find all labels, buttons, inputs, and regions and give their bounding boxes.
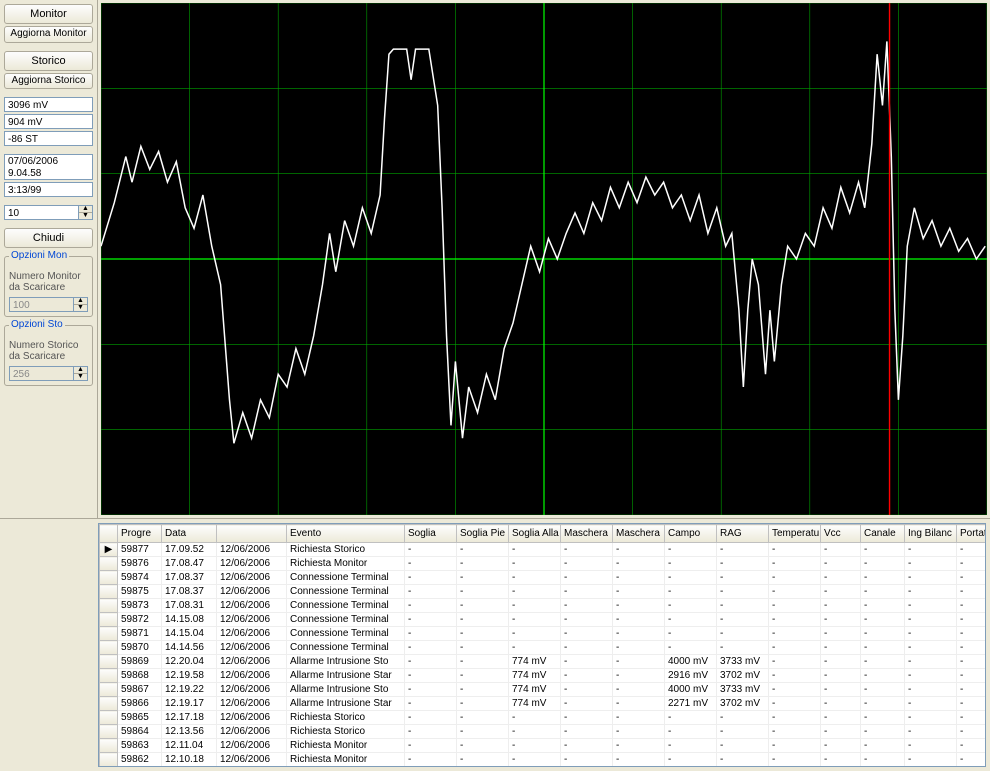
- readout-v2: 904 mV: [4, 114, 93, 129]
- table-row[interactable]: 5986212.10.1812/06/2006Richiesta Monitor…: [100, 753, 987, 767]
- opzioni-sto-legend: Opzioni Sto: [9, 319, 65, 330]
- column-header[interactable]: Maschera: [561, 525, 613, 543]
- opzioni-sto-spin-buttons[interactable]: ▲▼: [74, 366, 88, 381]
- bottom-pane: ProgreData EventoSogliaSoglia PieSoglia A…: [0, 518, 990, 771]
- opzioni-mon-value: 100: [9, 297, 74, 312]
- sidebar: Monitor Aggiorna Monitor Storico Aggiorn…: [0, 0, 98, 518]
- app-root: Monitor Aggiorna Monitor Storico Aggiorn…: [0, 0, 990, 771]
- opzioni-mon-group: Opzioni Mon Numero Monitor da Scaricare …: [4, 256, 93, 317]
- top-pane: Monitor Aggiorna Monitor Storico Aggiorn…: [0, 0, 990, 518]
- table-row[interactable]: 5986512.17.1812/06/2006Richiesta Storico…: [100, 711, 987, 725]
- aggiorna-monitor-button[interactable]: Aggiorna Monitor: [4, 26, 93, 43]
- opzioni-sto-value: 256: [9, 366, 74, 381]
- table-row[interactable]: 5986612.19.1712/06/2006Allarme Intrusion…: [100, 697, 987, 711]
- spinner-control[interactable]: 10 ▲▼: [4, 205, 93, 220]
- column-header[interactable]: RAG: [717, 525, 769, 543]
- readout-v3: -86 ST: [4, 131, 93, 146]
- spinner-value[interactable]: 10: [4, 205, 79, 220]
- table-row[interactable]: 5986912.20.0412/06/2006Allarme Intrusion…: [100, 655, 987, 669]
- column-header[interactable]: Evento: [287, 525, 405, 543]
- table-row[interactable]: 5986712.19.2212/06/2006Allarme Intrusion…: [100, 683, 987, 697]
- opzioni-mon-legend: Opzioni Mon: [9, 250, 69, 261]
- opzioni-mon-label: Numero Monitor da Scaricare: [9, 271, 88, 293]
- column-header[interactable]: Portata: [957, 525, 987, 543]
- table-row[interactable]: 5987317.08.3112/06/2006Connessione Termi…: [100, 599, 987, 613]
- spinner-buttons[interactable]: ▲▼: [79, 205, 93, 220]
- column-header[interactable]: Temperatu: [769, 525, 821, 543]
- table-row[interactable]: 5987517.08.3712/06/2006Connessione Termi…: [100, 585, 987, 599]
- opzioni-mon-spin-buttons[interactable]: ▲▼: [74, 297, 88, 312]
- opzioni-sto-group: Opzioni Sto Numero Storico da Scaricare …: [4, 325, 93, 386]
- column-header[interactable]: Maschera: [613, 525, 665, 543]
- table-row[interactable]: ▶5987717.09.5212/06/2006Richiesta Storic…: [100, 543, 987, 557]
- column-header[interactable]: [100, 525, 118, 543]
- column-header[interactable]: Soglia Alla: [509, 525, 561, 543]
- column-header[interactable]: Progre: [118, 525, 162, 543]
- table-row[interactable]: 5987014.14.5612/06/2006Connessione Termi…: [100, 641, 987, 655]
- table-row[interactable]: 5986312.11.0412/06/2006Richiesta Monitor…: [100, 739, 987, 753]
- column-header[interactable]: Canale: [861, 525, 905, 543]
- readout-datetime: 07/06/20069.04.58: [4, 154, 93, 180]
- column-header[interactable]: Vcc: [821, 525, 861, 543]
- spinner-down-icon[interactable]: ▼: [79, 213, 92, 219]
- opzioni-sto-label: Numero Storico da Scaricare: [9, 340, 88, 362]
- table-row[interactable]: 5986812.19.5812/06/2006Allarme Intrusion…: [100, 669, 987, 683]
- table-row[interactable]: 5987114.15.0412/06/2006Connessione Termi…: [100, 627, 987, 641]
- opzioni-sto-spinner[interactable]: 256 ▲▼: [9, 366, 88, 381]
- chiudi-button[interactable]: Chiudi: [4, 228, 93, 248]
- spinner-down-icon[interactable]: ▼: [74, 374, 87, 380]
- oscilloscope-plot[interactable]: [101, 3, 987, 515]
- events-grid[interactable]: ProgreData EventoSogliaSoglia PieSoglia A…: [98, 523, 986, 767]
- table-row[interactable]: 5986412.13.5612/06/2006Richiesta Storico…: [100, 725, 987, 739]
- table-row[interactable]: 5987214.15.0812/06/2006Connessione Termi…: [100, 613, 987, 627]
- readout-extra: 3:13/99: [4, 182, 93, 197]
- column-header[interactable]: Ing Bilanc: [905, 525, 957, 543]
- spinner-down-icon[interactable]: ▼: [74, 305, 87, 311]
- table-row[interactable]: 5987417.08.3712/06/2006Connessione Termi…: [100, 571, 987, 585]
- plot-container: [98, 0, 990, 518]
- readout-v1: 3096 mV: [4, 97, 93, 112]
- table-row[interactable]: 5986112.08.3812/06/2006Standby Stop-----…: [100, 767, 987, 768]
- opzioni-mon-spinner[interactable]: 100 ▲▼: [9, 297, 88, 312]
- storico-button[interactable]: Storico: [4, 51, 93, 71]
- column-header[interactable]: Data: [162, 525, 217, 543]
- column-header[interactable]: Campo: [665, 525, 717, 543]
- aggiorna-storico-button[interactable]: Aggiorna Storico: [4, 73, 93, 90]
- monitor-button[interactable]: Monitor: [4, 4, 93, 24]
- column-header[interactable]: [217, 525, 287, 543]
- table-row[interactable]: 5987617.08.4712/06/2006Richiesta Monitor…: [100, 557, 987, 571]
- column-header[interactable]: Soglia Pie: [457, 525, 509, 543]
- column-header[interactable]: Soglia: [405, 525, 457, 543]
